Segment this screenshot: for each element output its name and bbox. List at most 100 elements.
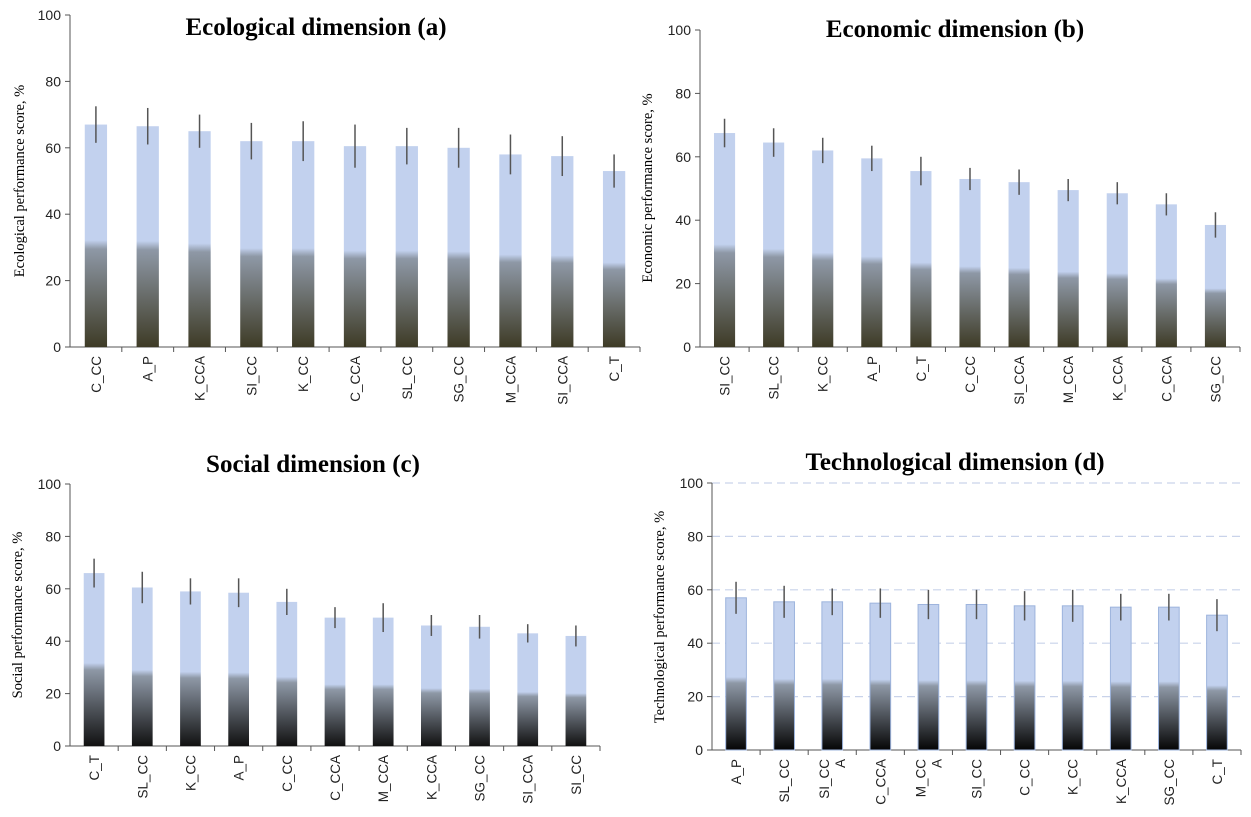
x-tick-label: K_CCA xyxy=(1110,356,1125,401)
bar xyxy=(1206,614,1228,751)
x-tick-label: A_P xyxy=(232,755,247,781)
y-tick-label: 0 xyxy=(53,339,61,355)
bar xyxy=(565,635,587,746)
bar xyxy=(395,146,418,347)
chart-title: Economic dimension (b) xyxy=(826,16,1084,43)
plot-area: 0 20 40 60 80 100 C_T SL_CC K_CC A_P C_CC C_CCA M_CC… xyxy=(38,476,601,804)
bar xyxy=(1109,606,1132,751)
y-tick-label: 60 xyxy=(675,149,691,165)
x-tick-label: M_CCA xyxy=(1061,356,1076,403)
bar xyxy=(240,141,263,347)
bar xyxy=(1106,193,1128,347)
bar xyxy=(602,171,626,347)
bar xyxy=(959,178,981,347)
x-tick-label: SL_CC xyxy=(777,759,792,803)
x-tick-label: SG_CC xyxy=(1162,759,1177,806)
x-tick-label: SI_CC xyxy=(817,759,832,799)
y-tick-label: 20 xyxy=(45,686,61,702)
x-tick-label: C_CCA xyxy=(1159,356,1174,402)
y-tick-label: 100 xyxy=(38,476,62,492)
chart-panel-economic: Economic dimension (b) Economic performa… xyxy=(640,16,1241,405)
x-tick-label: SI_CC xyxy=(970,759,985,799)
y-tick-label: 0 xyxy=(695,742,703,758)
x-tick-label: A xyxy=(929,759,944,768)
bar xyxy=(713,133,736,347)
x-tick-label: A_P xyxy=(865,356,880,382)
chart-panel-ecological: Ecological dimension (a) Ecological perf… xyxy=(12,7,641,405)
bar xyxy=(965,603,988,751)
bar xyxy=(861,158,883,347)
bar xyxy=(131,587,153,746)
x-tick-label: SI_CCA xyxy=(1012,356,1027,405)
bar xyxy=(469,626,490,746)
x-tick-label: K_CC xyxy=(1066,759,1081,795)
bar xyxy=(292,141,315,347)
chart-panel-technological: Technological dimension (d) Technologica… xyxy=(652,449,1242,806)
y-tick-label: 0 xyxy=(53,738,61,754)
x-tick-label: K_CCA xyxy=(424,755,439,800)
y-tick-label: 60 xyxy=(45,140,61,156)
bar xyxy=(276,601,298,746)
x-tick-label: M_CC xyxy=(913,759,928,798)
x-tick-label: K_CC xyxy=(816,356,831,392)
x-tick-label: SG_CC xyxy=(452,356,467,403)
x-tick-label: C_CC xyxy=(963,356,978,393)
bar xyxy=(551,156,574,347)
bar xyxy=(725,597,747,751)
bar xyxy=(1155,204,1177,347)
x-tick-label: M_CCA xyxy=(376,755,391,802)
bar xyxy=(869,602,892,751)
x-tick-label: C_CCA xyxy=(348,356,363,402)
x-tick-label: SI_CC xyxy=(244,356,259,396)
y-axis-title: Technological performance score, % xyxy=(652,511,668,723)
x-tick-label: A_P xyxy=(141,356,156,382)
x-tick-label: C_T xyxy=(1210,759,1225,785)
x-tick-label: C_CC xyxy=(1018,759,1033,796)
plot-area: 0 20 40 60 80 100 SI_CC SL_CC K_CC A_P C_T C_CC SI_C… xyxy=(668,22,1241,405)
y-axis-title: Ecological performance score, % xyxy=(12,85,28,277)
bar xyxy=(917,603,940,751)
chart-title: Technological dimension (d) xyxy=(805,449,1104,476)
x-tick-label: K_CC xyxy=(183,755,198,791)
bar xyxy=(763,142,785,347)
bar xyxy=(447,147,470,347)
chart-title: Social dimension (c) xyxy=(206,451,420,478)
y-axis-title: Economic performance score, % xyxy=(640,93,656,282)
x-tick-label: SG_CC xyxy=(473,755,488,802)
bar xyxy=(1013,605,1036,751)
x-tick-label: C_CCA xyxy=(328,755,343,801)
y-tick-label: 0 xyxy=(683,339,691,355)
x-tick-label: SI_CCA xyxy=(521,755,536,804)
bar xyxy=(1008,182,1030,347)
x-tick-label: SI_CC xyxy=(569,755,584,795)
x-tick-label: SG_CC xyxy=(1208,356,1223,403)
bar xyxy=(324,617,346,746)
y-tick-label: 20 xyxy=(687,689,703,705)
bar xyxy=(1204,224,1227,347)
x-tick-label: K_CCA xyxy=(193,356,208,401)
x-tick-label: C_T xyxy=(607,356,622,382)
x-tick-label: C_CCA xyxy=(873,759,888,805)
chart-panel-social: Social dimension (c) Social performance … xyxy=(10,451,601,804)
bar xyxy=(910,171,932,347)
bar xyxy=(1057,190,1079,347)
y-tick-label: 20 xyxy=(45,273,61,289)
x-tick-label: A_P xyxy=(729,759,744,785)
y-tick-label: 80 xyxy=(45,528,61,544)
x-tick-label: SI_CCA xyxy=(555,356,570,405)
bar xyxy=(84,124,108,347)
y-tick-label: 80 xyxy=(675,85,691,101)
y-tick-label: 100 xyxy=(680,475,704,491)
y-tick-label: 60 xyxy=(45,581,61,597)
y-tick-label: 60 xyxy=(687,582,703,598)
y-tick-label: 100 xyxy=(668,22,692,38)
bar xyxy=(136,126,159,347)
x-tick-label: K_CC xyxy=(296,356,311,392)
x-tick-label: SL_CC xyxy=(400,356,415,400)
bar xyxy=(421,625,442,746)
y-tick-label: 40 xyxy=(45,633,61,649)
y-tick-label: 40 xyxy=(675,212,691,228)
bar xyxy=(372,617,394,746)
